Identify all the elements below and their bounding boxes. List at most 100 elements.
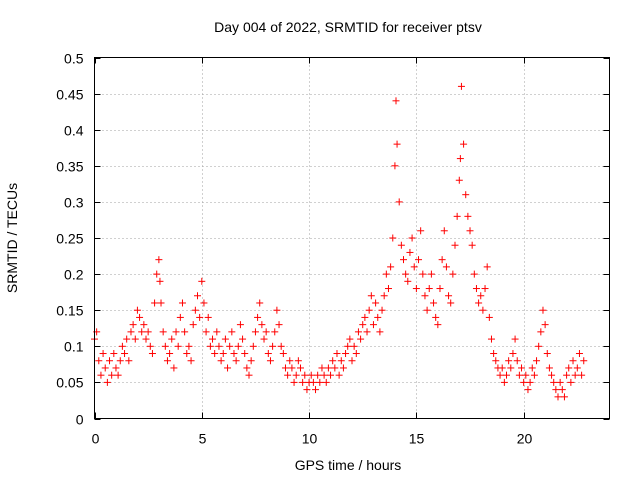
data-point <box>256 299 264 307</box>
data-point <box>421 292 429 300</box>
data-point <box>363 328 371 336</box>
data-point <box>404 277 412 285</box>
data-point <box>299 378 307 386</box>
data-point <box>217 357 225 365</box>
data-point <box>417 227 425 235</box>
data-point <box>391 162 399 170</box>
data-point <box>245 371 253 379</box>
data-point <box>513 357 521 365</box>
data-point <box>249 342 257 350</box>
data-point <box>157 299 165 307</box>
data-point <box>318 364 326 372</box>
data-point <box>475 299 483 307</box>
data-point <box>365 306 373 314</box>
data-point <box>470 270 478 278</box>
y-tick-label: 0.35 <box>56 159 83 175</box>
data-point <box>552 386 560 394</box>
data-point <box>114 371 122 379</box>
data-point <box>136 313 144 321</box>
data-point <box>297 364 304 372</box>
data-point <box>187 357 195 365</box>
data-point <box>234 342 242 350</box>
data-point <box>509 350 517 358</box>
data-point <box>410 263 418 271</box>
data-point <box>161 342 169 350</box>
data-point <box>511 335 519 343</box>
data-point <box>389 234 397 242</box>
data-point <box>202 328 210 336</box>
data-point <box>352 350 360 358</box>
y-axis-label: SRMTID / TECUs <box>4 183 20 293</box>
y-tick-label: 0.45 <box>56 87 83 103</box>
data-point <box>372 299 380 307</box>
data-point <box>241 350 249 358</box>
data-point <box>457 82 465 90</box>
data-point <box>97 371 105 379</box>
data-point <box>393 140 401 148</box>
data-point <box>535 342 543 350</box>
data-point <box>118 342 126 350</box>
data-point <box>408 234 416 242</box>
data-point <box>354 328 362 336</box>
data-point <box>236 321 244 329</box>
data-point <box>320 371 328 379</box>
data-point <box>213 328 221 336</box>
data-point <box>479 306 487 314</box>
data-point <box>348 357 356 365</box>
data-point <box>200 299 208 307</box>
data-point <box>288 364 296 372</box>
data-point <box>558 386 566 394</box>
data-point <box>520 378 528 386</box>
data-point <box>573 364 581 372</box>
data-point <box>129 321 137 329</box>
data-point <box>395 198 403 206</box>
y-tick-label: 0 <box>76 412 84 428</box>
data-point <box>384 285 392 293</box>
data-point <box>400 256 407 264</box>
data-point <box>112 364 120 372</box>
data-point <box>228 328 236 336</box>
data-point <box>423 306 431 314</box>
data-point <box>425 285 433 293</box>
data-point <box>430 299 438 307</box>
data-point <box>374 313 382 321</box>
data-point <box>260 335 268 343</box>
data-point <box>156 277 164 285</box>
chart-title: Day 004 of 2022, SRMTID for receiver pts… <box>214 19 482 35</box>
data-point <box>455 176 463 184</box>
data-point <box>524 386 532 394</box>
data-point <box>449 270 457 278</box>
plot-frame <box>94 57 610 419</box>
data-point <box>331 364 339 372</box>
data-point <box>419 270 427 278</box>
x-tick-label: 10 <box>302 431 318 447</box>
data-point <box>258 321 266 329</box>
data-point <box>440 227 448 235</box>
data-point <box>146 342 154 350</box>
data-point <box>333 350 341 358</box>
y-tick-label: 0.3 <box>64 195 84 211</box>
data-point <box>468 241 476 249</box>
data-point <box>264 350 272 358</box>
data-point <box>140 321 148 329</box>
data-point <box>575 350 583 358</box>
data-point <box>303 386 311 394</box>
data-point <box>151 299 159 307</box>
data-point <box>243 364 251 372</box>
data-point <box>550 378 558 386</box>
data-point <box>412 285 420 293</box>
data-point <box>483 263 491 271</box>
data-point <box>153 270 161 278</box>
data-point <box>159 328 167 336</box>
data-point <box>301 371 309 379</box>
data-point <box>451 241 459 249</box>
data-point <box>181 328 189 336</box>
data-point <box>121 350 129 358</box>
data-point <box>569 357 577 365</box>
data-point <box>367 292 375 300</box>
data-point <box>346 335 354 343</box>
data-point <box>99 350 107 358</box>
data-points <box>91 82 588 401</box>
data-point <box>481 285 489 293</box>
